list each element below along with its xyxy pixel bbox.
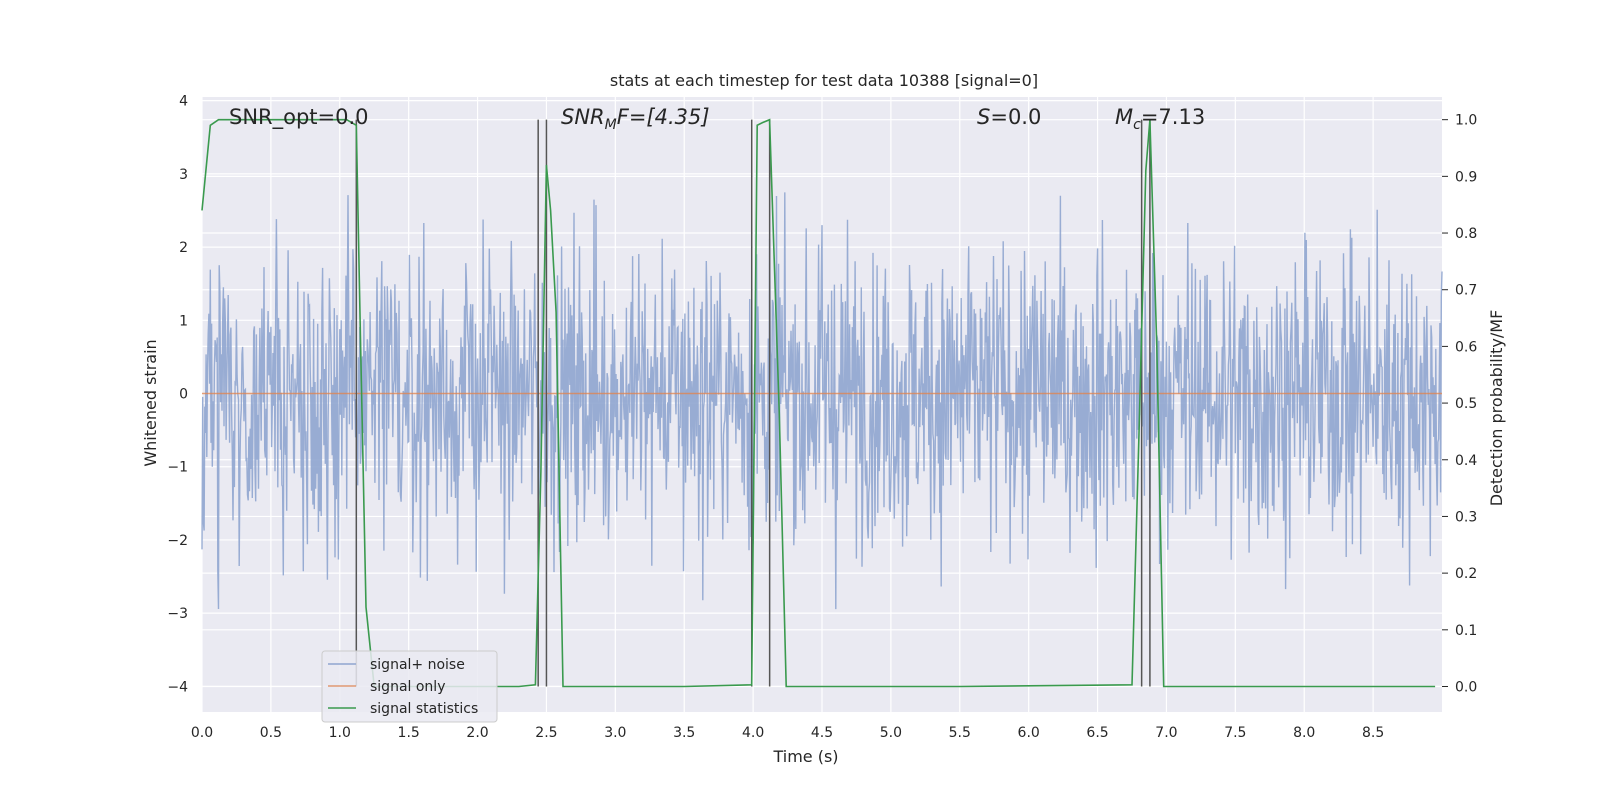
s-rest: =0.0 bbox=[990, 105, 1041, 129]
x-tick-label: 3.0 bbox=[604, 725, 626, 741]
y-axis-label: Whitened strain bbox=[141, 339, 160, 466]
y-tick-label: 4 bbox=[179, 94, 188, 110]
x-tick-label: 2.0 bbox=[466, 725, 488, 741]
y-tick-label: 0 bbox=[179, 387, 188, 403]
x-tick-label: 1.5 bbox=[398, 725, 420, 741]
legend-box bbox=[321, 650, 498, 723]
annotation-mc: Mc=7.13 bbox=[1115, 105, 1205, 133]
chart-title: stats at each timestep for test data 103… bbox=[610, 71, 1038, 90]
x-tick-label: 2.5 bbox=[535, 725, 557, 741]
x-tick-label: 8.5 bbox=[1362, 725, 1384, 741]
legend-label-signal-statistics: signal statistics bbox=[370, 701, 478, 717]
x-axis-label: Time (s) bbox=[772, 747, 838, 766]
y-tick-label: 2 bbox=[179, 240, 188, 256]
legend-label-signal-only: signal only bbox=[370, 679, 445, 695]
x-tick-label: 3.5 bbox=[673, 725, 695, 741]
mc-rest: =7.13 bbox=[1141, 105, 1205, 129]
annotation-snr-mf: SNRMF=[4.35] bbox=[561, 105, 710, 133]
y-tick-label: 3 bbox=[179, 167, 188, 183]
x-tick-label: 6.0 bbox=[1018, 725, 1040, 741]
x-tick-label: 5.5 bbox=[949, 725, 971, 741]
mc-main: M bbox=[1115, 105, 1133, 129]
y2-tick-labels: 1.0 0.9 0.8 0.7 0.6 0.5 0.4 0.3 0.2 0.1 0.0 bbox=[1442, 113, 1477, 695]
signal-statistics-series bbox=[201, 118, 1436, 688]
x-tick-label: 0.5 bbox=[260, 725, 282, 741]
signal-noise-line bbox=[201, 192, 1443, 610]
y-tick-labels: 4 3 2 1 0 −1 −2 −3 −4 bbox=[167, 94, 188, 696]
x-tick-label: 8.0 bbox=[1293, 725, 1315, 741]
annotation-s: S=0.0 bbox=[977, 105, 1041, 129]
mc-sub: c bbox=[1133, 117, 1141, 133]
y2-tick-label: 0.9 bbox=[1455, 169, 1477, 185]
x-tick-label: 0.0 bbox=[191, 725, 213, 741]
legend: signal+ noise signal only signal statist… bbox=[321, 650, 498, 723]
x-tick-label: 7.0 bbox=[1155, 725, 1177, 741]
y2-tick-label: 0.8 bbox=[1455, 226, 1477, 242]
y2-tick-label: 0.5 bbox=[1455, 396, 1477, 412]
snr-mf-sub: M bbox=[605, 117, 617, 133]
signal-noise-series bbox=[201, 192, 1443, 610]
x-tick-label: 4.0 bbox=[742, 725, 764, 741]
x-tick-label: 5.0 bbox=[880, 725, 902, 741]
x-tick-label: 1.0 bbox=[329, 725, 351, 741]
y2-tick-label: 0.2 bbox=[1455, 566, 1477, 582]
y-tick-label: 1 bbox=[179, 313, 188, 329]
y2-tick-label: 0.1 bbox=[1455, 623, 1477, 639]
y-tick-label: −4 bbox=[167, 679, 188, 695]
s-main: S bbox=[977, 105, 990, 129]
y-tick-label: −2 bbox=[167, 533, 188, 549]
y-tick-label: −1 bbox=[167, 460, 188, 476]
y2-tick-label: 0.6 bbox=[1455, 339, 1477, 355]
y2-tick-label: 0.3 bbox=[1455, 509, 1477, 525]
y2-axis-label: Detection probability/MF bbox=[1487, 310, 1506, 507]
snr-mf-rest: F=[4.35] bbox=[617, 105, 710, 129]
annotation-snr-opt: SNR_opt=0.0 bbox=[229, 105, 369, 130]
legend-label-signal-noise: signal+ noise bbox=[370, 657, 465, 673]
y2-tick-label: 1.0 bbox=[1455, 113, 1477, 129]
x-tick-labels: 0.0 0.5 1.0 1.5 2.0 2.5 3.0 3.5 4.0 4.5 5.0 5.5 6.0 6… bbox=[191, 725, 1384, 741]
x-tick-label: 6.5 bbox=[1086, 725, 1108, 741]
x-tick-label: 4.5 bbox=[811, 725, 833, 741]
y2-tick-label: 0.7 bbox=[1455, 283, 1477, 299]
y2-tick-label: 0.4 bbox=[1455, 453, 1477, 469]
x-tick-label: 7.5 bbox=[1224, 725, 1246, 741]
y2-tick-label: 0.0 bbox=[1455, 679, 1477, 695]
snr-mf-main: SNR bbox=[561, 105, 605, 129]
y-tick-label: −3 bbox=[167, 606, 188, 622]
